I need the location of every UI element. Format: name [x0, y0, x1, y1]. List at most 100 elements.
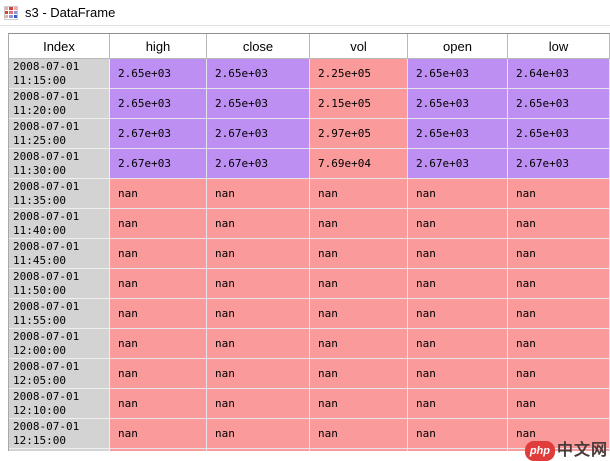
- index-cell[interactable]: 2008-07-01 12:10:00: [9, 389, 110, 419]
- value-cell[interactable]: 2.65e+03: [408, 89, 508, 119]
- table-row: 2008-07-01 12:05:00 nan nan nan nan nan: [9, 359, 610, 389]
- value-cell[interactable]: nan: [508, 209, 610, 239]
- index-cell[interactable]: 2008-07-01 11:35:00: [9, 179, 110, 209]
- value-cell[interactable]: nan: [310, 179, 408, 209]
- value-cell[interactable]: nan: [408, 389, 508, 419]
- column-header-open[interactable]: open: [408, 34, 508, 59]
- value-cell[interactable]: 2.65e+03: [508, 119, 610, 149]
- value-cell[interactable]: 2.65e+03: [508, 89, 610, 119]
- value-cell[interactable]: 2.67e+03: [207, 149, 310, 179]
- value-cell[interactable]: 7.69e+04: [310, 149, 408, 179]
- index-cell[interactable]: 2008-07-01 11:20:00: [9, 89, 110, 119]
- column-header-index[interactable]: Index: [9, 34, 110, 59]
- value-cell[interactable]: nan: [508, 269, 610, 299]
- table-row: 2008-07-01 11:45:00 nan nan nan nan nan: [9, 239, 610, 269]
- value-cell[interactable]: nan: [110, 299, 207, 329]
- table-row: 2008-07-01 11:50:00 nan nan nan nan nan: [9, 269, 610, 299]
- value-cell[interactable]: 2.64e+03: [508, 59, 610, 89]
- value-cell[interactable]: nan: [110, 359, 207, 389]
- table-row: 2008-07-01 11:35:00 nan nan nan nan nan: [9, 179, 610, 209]
- value-cell[interactable]: nan: [207, 389, 310, 419]
- table-row: 2008-07-01 11:55:00 nan nan nan nan nan: [9, 299, 610, 329]
- value-cell[interactable]: nan: [508, 179, 610, 209]
- value-cell[interactable]: nan: [207, 179, 310, 209]
- value-cell[interactable]: nan: [408, 419, 508, 449]
- value-cell[interactable]: nan: [110, 209, 207, 239]
- value-cell[interactable]: 2.97e+05: [310, 119, 408, 149]
- value-cell[interactable]: nan: [310, 329, 408, 359]
- value-cell: [310, 449, 408, 451]
- table-row-partial: [9, 449, 610, 451]
- value-cell[interactable]: 2.67e+03: [207, 119, 310, 149]
- index-cell[interactable]: 2008-07-01 11:30:00: [9, 149, 110, 179]
- index-cell: [9, 449, 110, 451]
- column-header-close[interactable]: close: [207, 34, 310, 59]
- index-cell[interactable]: 2008-07-01 11:15:00: [9, 59, 110, 89]
- table-header-row: Index high close vol open low: [9, 34, 610, 59]
- index-cell[interactable]: 2008-07-01 11:55:00: [9, 299, 110, 329]
- value-cell[interactable]: nan: [207, 269, 310, 299]
- value-cell[interactable]: 2.67e+03: [408, 149, 508, 179]
- value-cell[interactable]: nan: [508, 299, 610, 329]
- table-row: 2008-07-01 11:30:00 2.67e+03 2.67e+03 7.69e…: [9, 149, 610, 179]
- value-cell[interactable]: nan: [110, 179, 207, 209]
- value-cell[interactable]: 2.65e+03: [408, 119, 508, 149]
- value-cell[interactable]: nan: [207, 209, 310, 239]
- value-cell[interactable]: nan: [110, 329, 207, 359]
- value-cell[interactable]: nan: [310, 389, 408, 419]
- index-cell[interactable]: 2008-07-01 11:50:00: [9, 269, 110, 299]
- value-cell[interactable]: nan: [508, 329, 610, 359]
- value-cell[interactable]: nan: [310, 239, 408, 269]
- window-title: s3 - DataFrame: [25, 5, 116, 20]
- column-header-high[interactable]: high: [110, 34, 207, 59]
- value-cell[interactable]: nan: [110, 269, 207, 299]
- value-cell[interactable]: nan: [408, 269, 508, 299]
- value-cell[interactable]: nan: [310, 209, 408, 239]
- dataframe-table: Index high close vol open low 2008-07-01…: [8, 33, 610, 451]
- value-cell[interactable]: 2.25e+05: [310, 59, 408, 89]
- value-cell[interactable]: nan: [110, 389, 207, 419]
- value-cell[interactable]: nan: [508, 239, 610, 269]
- value-cell[interactable]: nan: [207, 239, 310, 269]
- value-cell[interactable]: 2.65e+03: [110, 89, 207, 119]
- value-cell[interactable]: 2.67e+03: [110, 119, 207, 149]
- index-cell[interactable]: 2008-07-01 12:15:00: [9, 419, 110, 449]
- value-cell[interactable]: nan: [110, 419, 207, 449]
- value-cell[interactable]: nan: [207, 419, 310, 449]
- index-cell[interactable]: 2008-07-01 11:40:00: [9, 209, 110, 239]
- value-cell[interactable]: nan: [408, 329, 508, 359]
- value-cell[interactable]: nan: [310, 299, 408, 329]
- value-cell[interactable]: nan: [310, 419, 408, 449]
- value-cell[interactable]: nan: [110, 239, 207, 269]
- table-row: 2008-07-01 11:40:00 nan nan nan nan nan: [9, 209, 610, 239]
- value-cell[interactable]: nan: [207, 329, 310, 359]
- column-header-low[interactable]: low: [508, 34, 610, 59]
- table-row: 2008-07-01 12:10:00 nan nan nan nan nan: [9, 389, 610, 419]
- value-cell[interactable]: nan: [310, 359, 408, 389]
- value-cell[interactable]: 2.15e+05: [310, 89, 408, 119]
- value-cell[interactable]: 2.65e+03: [207, 59, 310, 89]
- index-cell[interactable]: 2008-07-01 12:00:00: [9, 329, 110, 359]
- value-cell[interactable]: nan: [408, 179, 508, 209]
- value-cell[interactable]: nan: [408, 239, 508, 269]
- value-cell[interactable]: nan: [408, 359, 508, 389]
- value-cell[interactable]: 2.65e+03: [207, 89, 310, 119]
- value-cell[interactable]: nan: [408, 299, 508, 329]
- table-row: 2008-07-01 11:15:00 2.65e+03 2.65e+03 2.25e…: [9, 59, 610, 89]
- value-cell[interactable]: nan: [207, 299, 310, 329]
- value-cell[interactable]: 2.67e+03: [508, 149, 610, 179]
- value-cell[interactable]: nan: [207, 359, 310, 389]
- column-header-vol[interactable]: vol: [310, 34, 408, 59]
- value-cell[interactable]: nan: [508, 419, 610, 449]
- value-cell[interactable]: nan: [310, 269, 408, 299]
- value-cell[interactable]: nan: [508, 389, 610, 419]
- index-cell[interactable]: 2008-07-01 11:25:00: [9, 119, 110, 149]
- value-cell[interactable]: nan: [508, 359, 610, 389]
- index-cell[interactable]: 2008-07-01 11:45:00: [9, 239, 110, 269]
- window-titlebar[interactable]: s3 - DataFrame: [0, 0, 610, 26]
- value-cell[interactable]: nan: [408, 209, 508, 239]
- value-cell[interactable]: 2.67e+03: [110, 149, 207, 179]
- value-cell[interactable]: 2.65e+03: [110, 59, 207, 89]
- index-cell[interactable]: 2008-07-01 12:05:00: [9, 359, 110, 389]
- value-cell[interactable]: 2.65e+03: [408, 59, 508, 89]
